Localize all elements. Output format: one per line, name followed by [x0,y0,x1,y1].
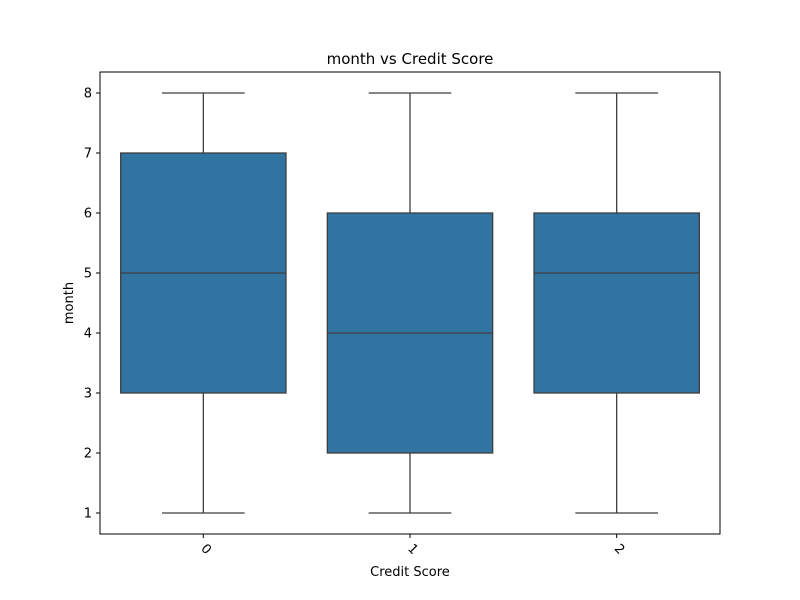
plot-area-frame [99,71,721,535]
box-group-2 [533,92,700,514]
y-tick-label: 1 [84,507,92,522]
y-tick-label: 5 [84,267,92,282]
box-group-1 [326,92,494,514]
boxes-layer [120,92,700,514]
box-iqr [533,212,700,394]
y-tick-label: 4 [84,327,92,342]
y-tick-label: 3 [84,387,92,402]
y-tick-label: 2 [84,447,92,462]
box-group-0 [120,92,287,514]
y-tick-label: 8 [84,87,92,102]
y-axis-label: month [62,282,77,324]
chart-title: month vs Credit Score [327,50,494,68]
x-axis-label: Credit Score [370,565,450,580]
y-tick-label: 7 [84,147,92,162]
y-tick-label: 6 [84,207,92,222]
y-axis-ticks: 1 2 3 4 5 6 7 8 [84,87,100,522]
